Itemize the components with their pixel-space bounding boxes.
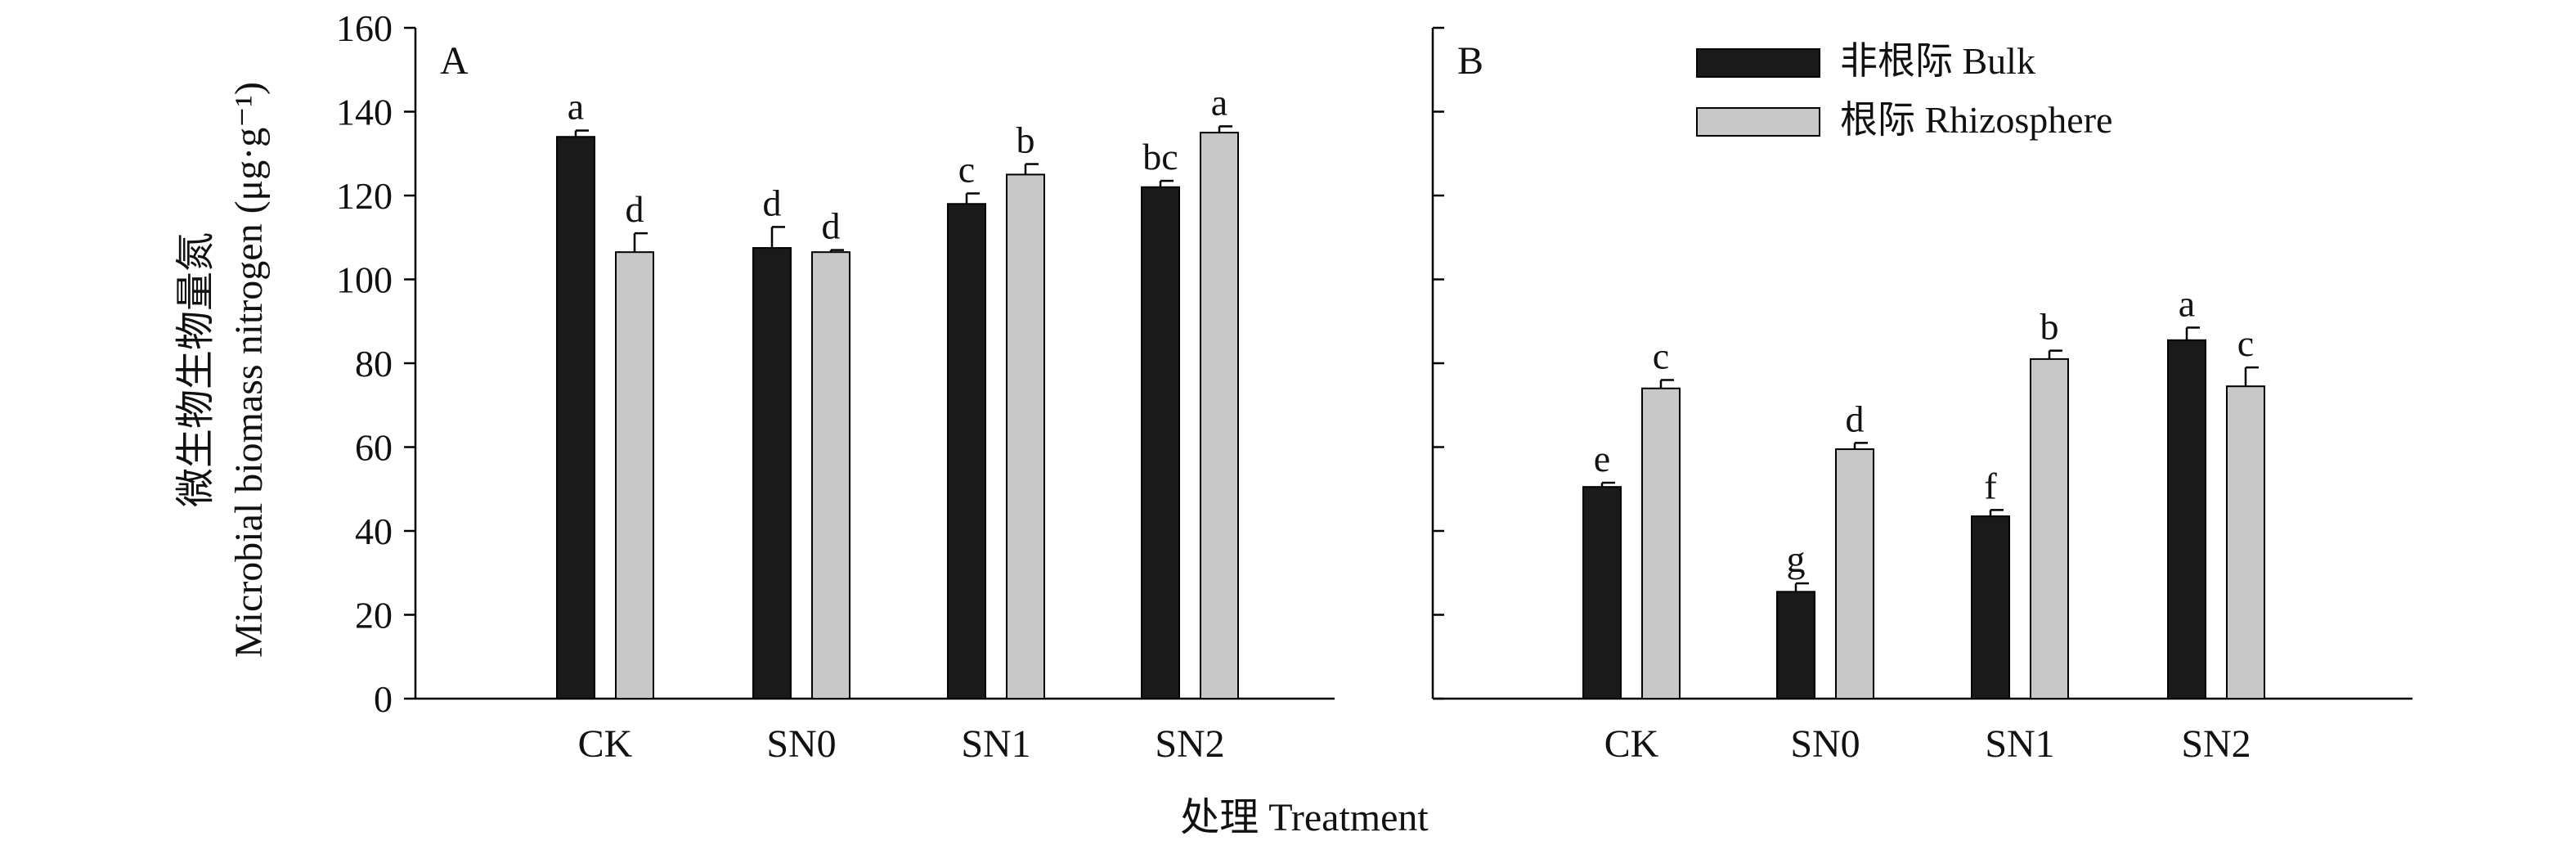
significance-label: d <box>1846 398 1865 439</box>
significance-label: f <box>1984 465 1997 506</box>
y-tick-label: 160 <box>336 7 393 49</box>
significance-label: d <box>822 205 841 247</box>
bar <box>1971 515 2010 699</box>
significance-label: e <box>1594 438 1610 479</box>
legend-swatch <box>1696 48 1820 78</box>
panel-label: A <box>440 39 469 83</box>
significance-label: c <box>958 148 975 190</box>
x-tick-label: SN1 <box>1985 722 2054 766</box>
y-axis-title-en: Microbial biomass nitrogen (μg·g⁻¹) <box>227 82 271 658</box>
legend-swatch <box>1696 107 1820 137</box>
y-tick-label: 0 <box>374 678 393 720</box>
bar <box>1641 387 1681 699</box>
significance-label: b <box>1016 119 1035 161</box>
bar <box>1200 132 1239 699</box>
x-tick-label: SN0 <box>766 722 836 766</box>
x-tick-label: SN2 <box>2181 722 2251 766</box>
significance-label: a <box>568 86 584 128</box>
bar <box>1776 591 1815 699</box>
y-tick-label: 120 <box>336 175 393 217</box>
bar <box>1141 186 1180 699</box>
significance-label: b <box>2040 306 2059 348</box>
x-axis-title: 处理 Treatment <box>1180 796 1429 839</box>
significance-label: bc <box>1142 136 1178 178</box>
bar <box>2030 358 2069 699</box>
legend-label: 非根际 Bulk <box>1840 40 2035 82</box>
bar <box>1006 173 1045 699</box>
bar <box>752 247 792 699</box>
bar <box>811 251 850 699</box>
significance-label: d <box>763 182 782 223</box>
x-tick-label: SN1 <box>961 722 1030 766</box>
significance-label: g <box>1787 538 1806 580</box>
bar <box>947 203 986 699</box>
significance-label: c <box>1653 335 1669 377</box>
y-tick-label: 60 <box>355 427 393 469</box>
panel-label: B <box>1457 39 1483 83</box>
y-tick-label: 80 <box>355 343 393 385</box>
bar <box>615 251 654 699</box>
y-tick-label: 100 <box>336 259 393 301</box>
x-tick-label: SN2 <box>1155 722 1224 766</box>
bar <box>2167 339 2206 699</box>
significance-label: a <box>1211 81 1227 123</box>
significance-label: a <box>2179 282 2195 324</box>
x-tick-label: CK <box>1604 722 1659 766</box>
legend-label: 根际 Rhizosphere <box>1840 99 2112 141</box>
significance-label: d <box>626 188 644 230</box>
significance-label: c <box>2237 322 2254 364</box>
y-tick-label: 140 <box>336 92 393 133</box>
bar <box>1582 486 1622 699</box>
bar <box>556 136 595 699</box>
x-tick-label: SN0 <box>1790 722 1860 766</box>
y-tick-label: 40 <box>355 510 393 552</box>
bar <box>1835 448 1874 699</box>
bar <box>2226 385 2265 699</box>
y-tick-label: 20 <box>355 595 393 636</box>
legend: 非根际 Bulk 根际 Rhizosphere <box>1696 40 2112 141</box>
y-axis-title-cn: 微生物生物量氮 <box>174 232 218 507</box>
x-tick-label: CK <box>578 722 633 766</box>
